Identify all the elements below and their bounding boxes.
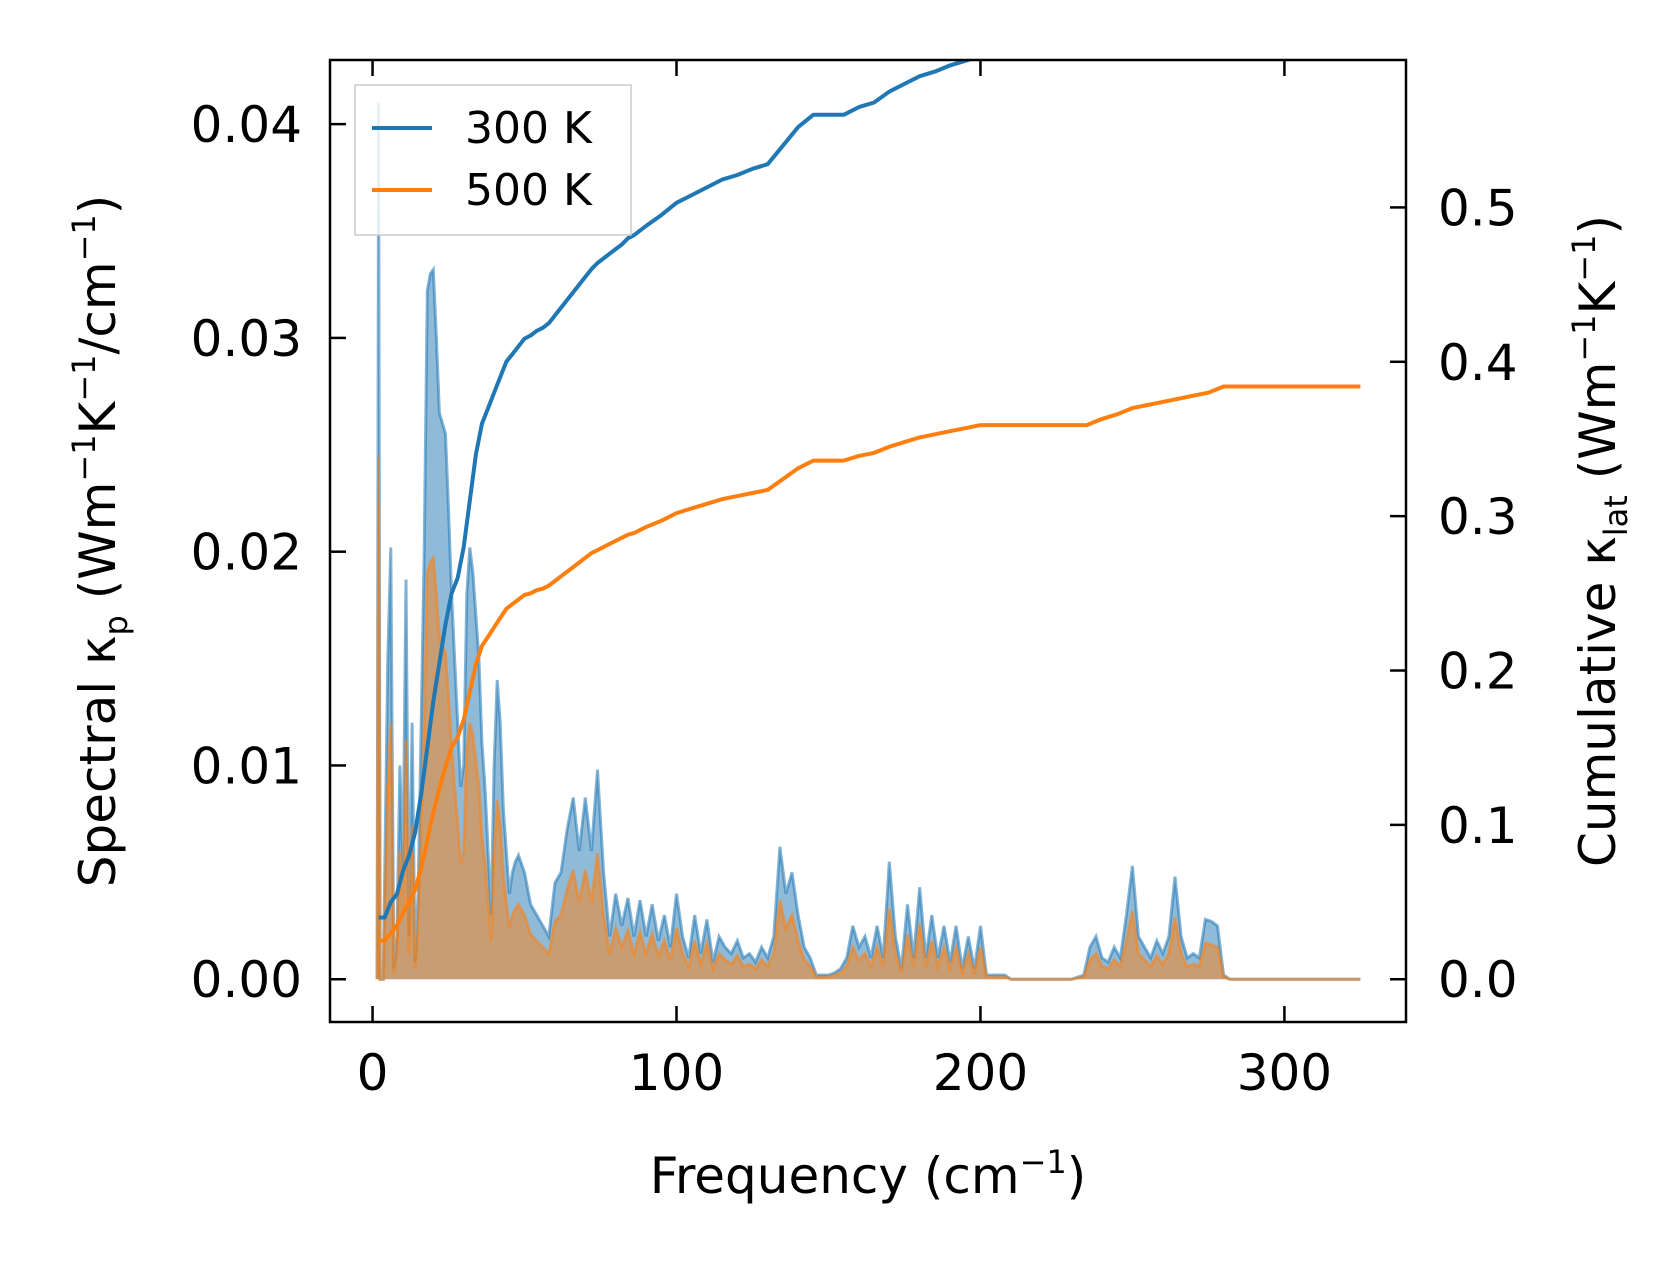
series-lines — [378, 60, 1361, 943]
spectral-area-500k — [377, 455, 1361, 980]
legend-label-300k: 300 K — [465, 103, 593, 154]
y-tick-label-left: 0.03 — [191, 310, 302, 368]
x-tick-label: 100 — [629, 1044, 724, 1102]
x-tick-label: 300 — [1237, 1044, 1332, 1102]
x-tick-label: 200 — [933, 1044, 1028, 1102]
y-tick-label-left: 0.01 — [191, 737, 302, 795]
plot-frame — [328, 58, 1408, 1024]
y-tick-label-right: 0.1 — [1438, 797, 1518, 855]
y-tick-label-left: 0.00 — [191, 951, 302, 1009]
spectral-fills — [375, 102, 1361, 981]
x-axis-label: Frequency (cm−1) — [650, 1143, 1087, 1205]
spectral-outline-300k — [375, 102, 1361, 981]
legend-box — [354, 84, 632, 236]
legend: 300 K 500 K — [354, 84, 632, 236]
y-axis-label-right: Cumulative κlat (Wm−1K−1) — [1565, 215, 1635, 867]
y-tick-label-left: 0.04 — [191, 96, 302, 154]
x-tick-label: 0 — [357, 1044, 389, 1102]
y-tick-label-right: 0.5 — [1438, 179, 1518, 237]
y-tick-label-left: 0.02 — [191, 524, 302, 582]
legend-label-500k: 500 K — [465, 165, 593, 216]
y-tick-label-right: 0.0 — [1438, 951, 1518, 1009]
cumulative-line-300k — [378, 60, 975, 920]
axis-ticks: 0 100 200 300 0.00 0.01 0.02 0.03 0.04 0.0 0.1 0.2 0… — [191, 60, 1518, 1102]
spectral-outline-500k — [375, 455, 1361, 981]
y-axis-label-left: Spectral κp (Wm−1K−1/cm−1) — [65, 195, 135, 888]
y-tick-label-right: 0.4 — [1438, 334, 1518, 392]
cumulative-line-500k — [378, 384, 1361, 943]
y-tick-label-right: 0.2 — [1438, 643, 1518, 701]
y-tick-label-right: 0.3 — [1438, 488, 1518, 546]
